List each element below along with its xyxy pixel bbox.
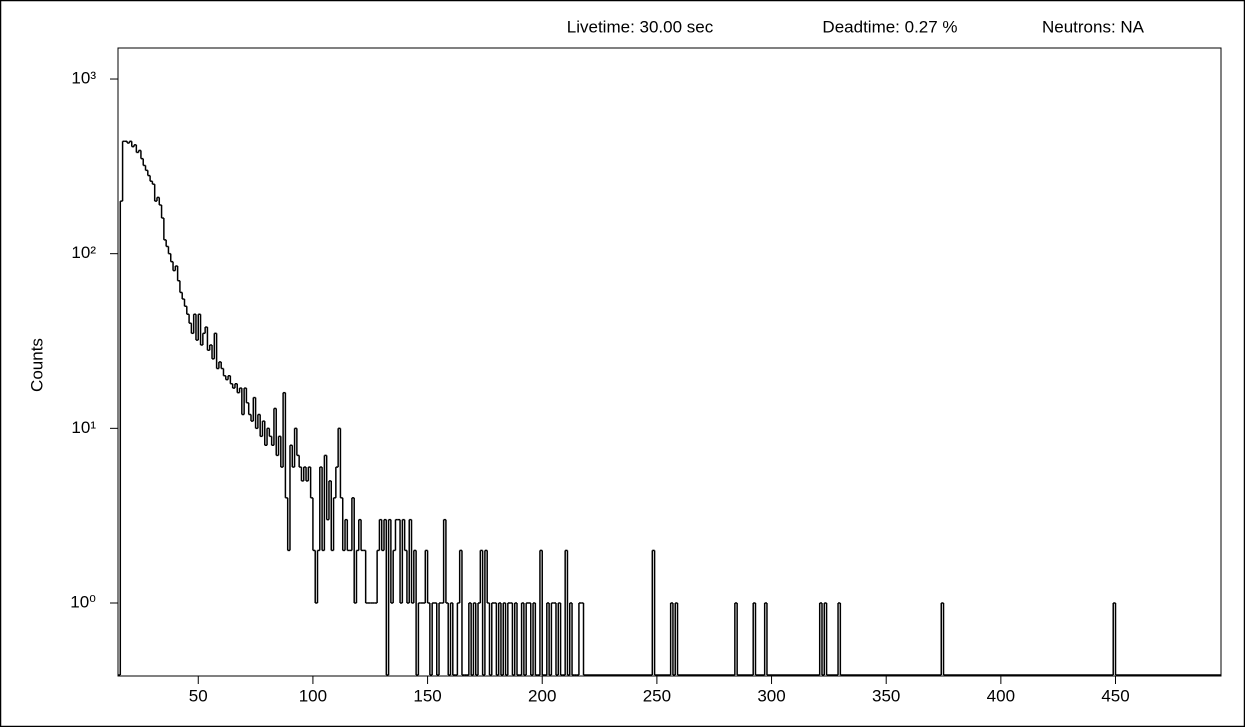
- x-tick-label: 50: [189, 686, 208, 705]
- plot-frame: [117, 47, 1222, 677]
- x-tick-label: 150: [413, 686, 441, 705]
- x-tick-label: 200: [528, 686, 556, 705]
- x-tick-label: 450: [1101, 686, 1129, 705]
- x-tick-label: 250: [643, 686, 671, 705]
- y-tick-label: 10²: [71, 243, 96, 262]
- x-tick-label: 300: [757, 686, 785, 705]
- x-tick-label: 400: [987, 686, 1015, 705]
- x-tick-label: 100: [299, 686, 327, 705]
- y-tick-label: 10¹: [71, 418, 96, 437]
- y-axis-label: Counts: [27, 338, 46, 392]
- y-tick-label: 10⁰: [70, 592, 96, 611]
- header-neutrons: Neutrons: NA: [1042, 17, 1145, 36]
- header-deadtime: Deadtime: 0.27 %: [822, 17, 957, 36]
- x-tick-label: 350: [872, 686, 900, 705]
- header-livetime: Livetime: 30.00 sec: [567, 17, 714, 36]
- y-tick-label: 10³: [71, 69, 96, 88]
